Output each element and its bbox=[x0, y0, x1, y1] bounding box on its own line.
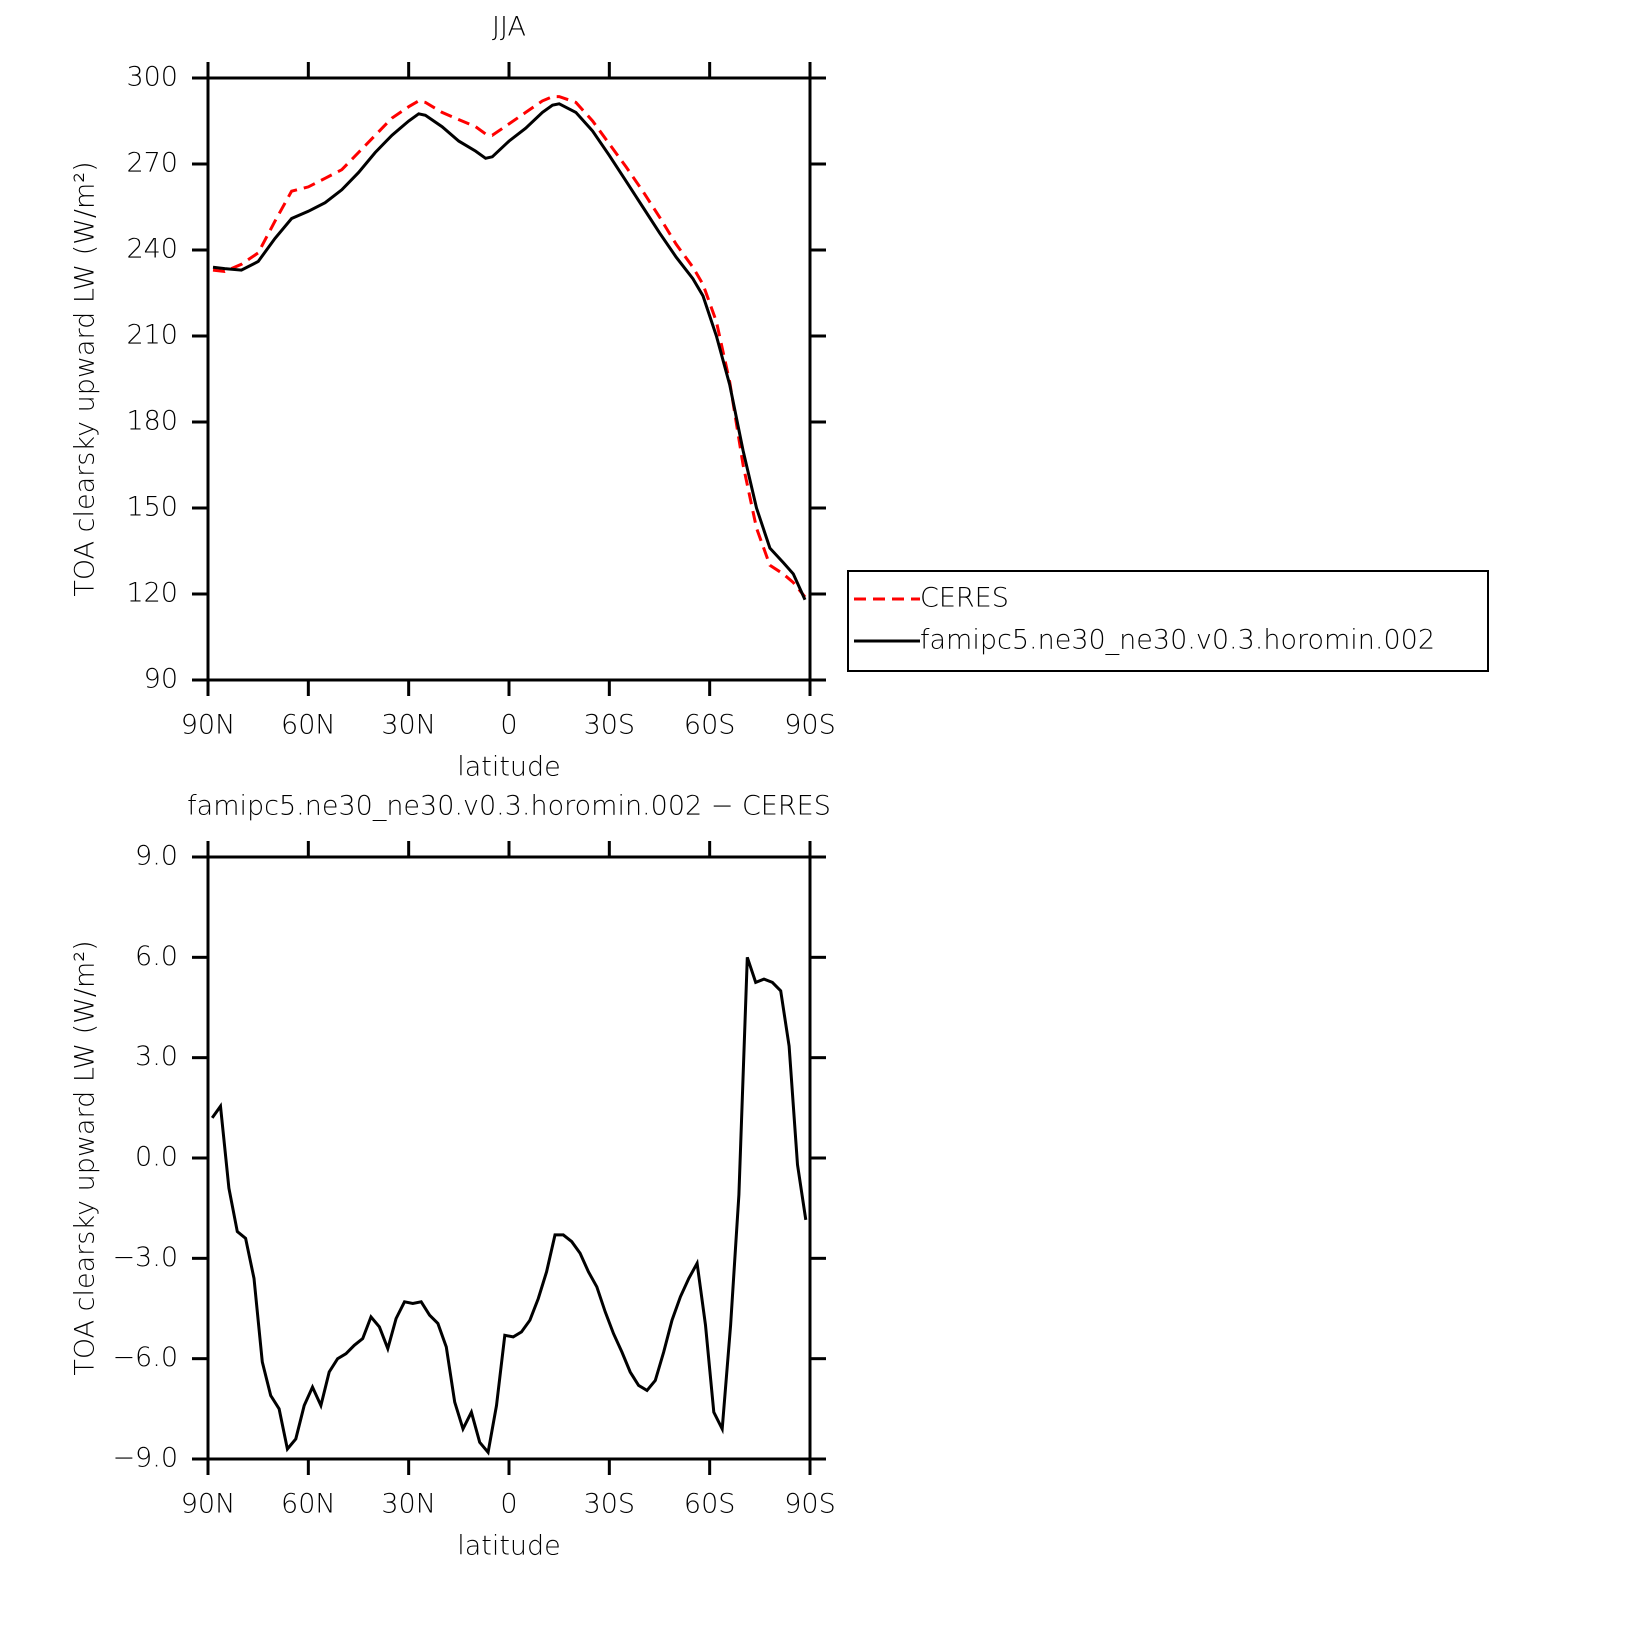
data-line bbox=[212, 102, 807, 601]
y-tick-label: 180 bbox=[126, 406, 178, 437]
y-tick-label: 0.0 bbox=[135, 1142, 178, 1173]
y-tick-label: 6.0 bbox=[135, 941, 178, 972]
x-tick-label: 30S bbox=[584, 1489, 636, 1520]
y-tick-label: 150 bbox=[126, 492, 178, 523]
x-tick-label: 0 bbox=[500, 1489, 517, 1520]
y-axis-label: TOA clearsky upward LW (W/m²) bbox=[70, 940, 101, 1375]
x-tick-label: 90N bbox=[181, 1489, 236, 1520]
y-tick-label: 3.0 bbox=[135, 1041, 178, 1072]
x-axis-label: latitude bbox=[457, 752, 561, 783]
x-tick-label: 90S bbox=[784, 1489, 836, 1520]
x-tick-label: 60N bbox=[281, 1489, 336, 1520]
legend-label: famipc5.ne30_ne30.v0.3.horomin.002 bbox=[920, 625, 1435, 656]
legend-box bbox=[847, 570, 1489, 672]
y-tick-label: 270 bbox=[126, 148, 178, 179]
y-tick-label: 210 bbox=[126, 320, 178, 351]
plot-frame bbox=[206, 76, 812, 682]
x-tick-label: 30S bbox=[584, 710, 636, 741]
data-line bbox=[212, 95, 807, 598]
x-tick-label: 90S bbox=[784, 710, 836, 741]
x-tick-label: 30N bbox=[381, 710, 436, 741]
x-tick-label: 60S bbox=[684, 710, 736, 741]
x-axis-label: latitude bbox=[457, 1531, 561, 1562]
y-tick-label: 9.0 bbox=[135, 841, 178, 872]
y-tick-label: 300 bbox=[126, 62, 178, 93]
y-tick-label: 90 bbox=[144, 664, 178, 695]
y-axis-label: TOA clearsky upward LW (W/m²) bbox=[70, 161, 101, 596]
x-tick-label: 60N bbox=[281, 710, 336, 741]
chart-title: famipc5.ne30_ne30.v0.3.horomin.002 − CER… bbox=[187, 791, 831, 822]
y-tick-label: 240 bbox=[126, 234, 178, 265]
plot-frame bbox=[206, 855, 812, 1461]
x-tick-label: 30N bbox=[381, 1489, 436, 1520]
chart-title: JJA bbox=[492, 12, 526, 43]
y-tick-label: −9.0 bbox=[112, 1443, 178, 1474]
data-line bbox=[210, 956, 808, 1456]
y-tick-label: 120 bbox=[126, 578, 178, 609]
x-tick-label: 60S bbox=[684, 1489, 736, 1520]
legend-label: CERES bbox=[920, 583, 1009, 614]
y-tick-label: −3.0 bbox=[112, 1242, 178, 1273]
x-tick-label: 0 bbox=[500, 710, 517, 741]
y-tick-label: −6.0 bbox=[112, 1342, 178, 1373]
x-tick-label: 90N bbox=[181, 710, 236, 741]
